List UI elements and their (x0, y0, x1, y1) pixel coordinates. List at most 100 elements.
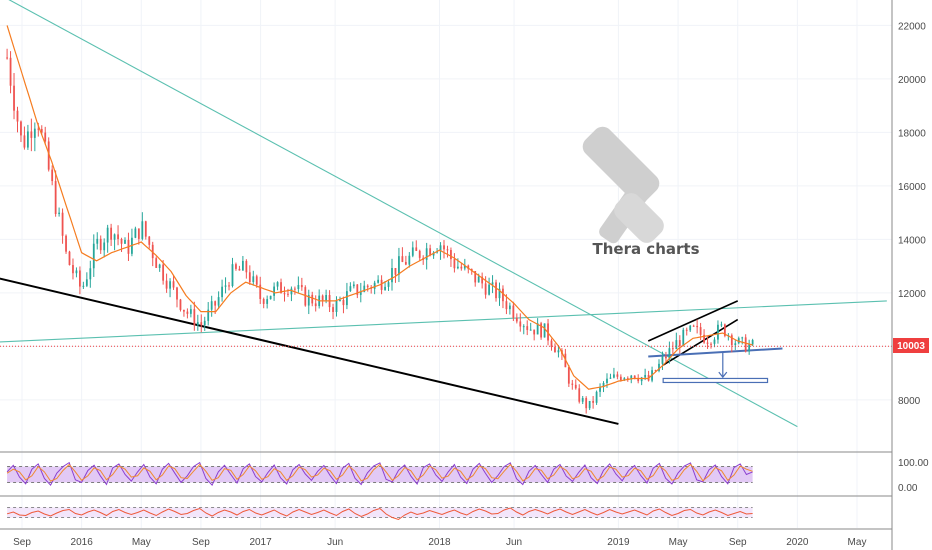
candle-body (595, 391, 598, 403)
candle-body (671, 348, 674, 350)
candle-body (307, 294, 310, 306)
candle-body (207, 309, 210, 321)
candle-body (550, 340, 553, 348)
candle-body (443, 245, 445, 250)
candle-body (484, 283, 487, 295)
candle-body (505, 301, 508, 310)
last-price-tag: 10003 (893, 338, 929, 353)
candle-body (401, 256, 404, 262)
candle-body (325, 294, 328, 301)
candle-body (68, 251, 71, 266)
trend-line-rising-long-support (0, 300, 887, 343)
moving-average (6, 25, 753, 390)
candle-body (20, 121, 22, 136)
osc-tick-label: 100.00 (898, 458, 929, 469)
x-tick-label: 2016 (71, 537, 94, 548)
candle-body (54, 181, 57, 214)
candle-body (172, 281, 175, 288)
candle-body (61, 212, 64, 236)
candle-body (297, 285, 300, 290)
candle-body (221, 286, 223, 298)
candle-body (567, 367, 570, 384)
candle-body (450, 250, 452, 260)
candle-body (668, 348, 671, 359)
candle-body (165, 280, 168, 289)
candle-body (92, 243, 95, 269)
candle-body (578, 388, 581, 402)
rsi-panel (6, 507, 753, 521)
candle-body (238, 268, 241, 271)
candle-body (151, 244, 154, 259)
target-arrow-head (718, 371, 728, 379)
candle-body (120, 239, 123, 244)
candle-body (439, 245, 442, 252)
candle-body (404, 261, 407, 265)
candle-body (689, 325, 692, 331)
candle-body (432, 252, 435, 256)
candle-body (300, 285, 303, 288)
candle-body (314, 303, 317, 307)
candle-body (720, 324, 723, 326)
candle-body (512, 305, 515, 318)
candle-body (158, 264, 161, 268)
candle-body (245, 260, 248, 273)
candle-body (685, 329, 688, 331)
candle-body (408, 255, 411, 265)
candle-body (692, 325, 695, 327)
trend-line-blue-support (648, 347, 783, 358)
candle-body (474, 271, 477, 283)
candle-body (616, 374, 619, 377)
candle-body (280, 282, 282, 294)
candle-body (196, 322, 199, 326)
candle-body (65, 235, 67, 252)
candle-body (252, 276, 255, 283)
candle-body (137, 228, 140, 239)
candle-body (456, 266, 459, 269)
candle-body (231, 264, 234, 287)
candle-body (176, 287, 178, 300)
candle-body (713, 339, 716, 344)
candle-body (526, 326, 529, 330)
candle-body (533, 329, 536, 335)
y-tick-label: 22000 (898, 21, 926, 32)
oscillator-series-line (6, 463, 753, 482)
candle-body (363, 285, 366, 292)
x-tick-label: Sep (192, 537, 210, 548)
candle-body (606, 378, 608, 384)
candle-body (321, 295, 324, 301)
candle-body (356, 284, 359, 295)
candle-body (339, 299, 341, 301)
candle-body (117, 234, 119, 240)
candle-body (79, 270, 81, 287)
x-tick-label: 2018 (428, 537, 451, 548)
candle-body (72, 265, 74, 274)
candle-body (613, 374, 615, 378)
candle-body (193, 309, 196, 326)
candle-body (162, 264, 165, 281)
candle-body (626, 378, 629, 380)
candle-body (467, 265, 470, 270)
candle-body (658, 363, 660, 371)
x-tick-label: Jun (506, 537, 522, 548)
candle-body (630, 375, 633, 379)
candle-body (398, 256, 400, 275)
time-axis[interactable]: Sep 2016 May Sep 2017 Jun 2018 Jun 2019 May Sep 202… (0, 451, 892, 548)
candle-body (304, 287, 307, 306)
candle-body (418, 250, 421, 258)
candle-body (266, 299, 269, 304)
candle-body (99, 238, 102, 251)
candle-body (113, 234, 116, 240)
price-axis[interactable]: 8000100001200014000160001800020000220001… (891, 0, 932, 550)
candle-body (373, 282, 376, 289)
grid-lines (0, 0, 892, 528)
candle-body (508, 305, 511, 310)
candle-body (394, 268, 397, 275)
candle-body (529, 329, 532, 331)
candle-body (294, 288, 296, 290)
candle-body (311, 294, 314, 304)
candle-body (290, 288, 293, 295)
candle-body (623, 378, 626, 381)
candle-body (678, 340, 681, 346)
candle-body (26, 131, 29, 148)
